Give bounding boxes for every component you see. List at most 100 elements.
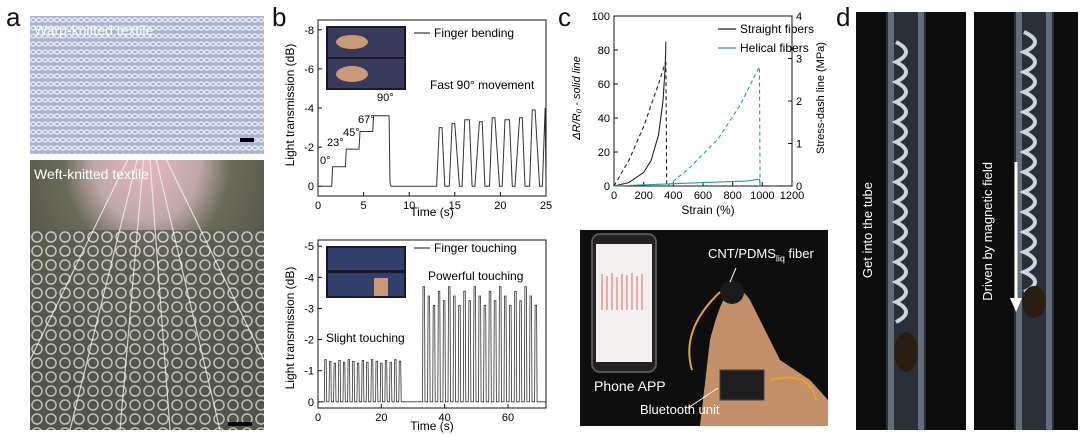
series-helical-fibers-stress bbox=[667, 66, 761, 187]
pointer-line bbox=[687, 387, 719, 409]
y-tick-label: 80 bbox=[598, 45, 610, 57]
x-tick-label: 400 bbox=[664, 190, 682, 202]
legend-finger-bending: Finger bending bbox=[434, 26, 514, 40]
y-axis-left-label: ΔR/R₀ - solid line bbox=[571, 56, 583, 141]
tube-left-scene bbox=[856, 12, 966, 430]
y-right-tick-label: 1 bbox=[796, 139, 802, 151]
annotation-0deg: 0° bbox=[320, 155, 331, 167]
touching-trace bbox=[318, 286, 546, 403]
y-axis-label: Light transmission (dB) bbox=[283, 44, 297, 167]
x-tick-label: 1000 bbox=[750, 190, 774, 202]
tube-photo-right: Driven by magnetic field bbox=[974, 12, 1078, 430]
fiber-label: CNT/PDMSliq fiber bbox=[708, 246, 814, 264]
series-helical-fibers bbox=[613, 178, 761, 187]
plot-frame bbox=[317, 239, 547, 409]
x-tick-label: 10 bbox=[403, 200, 415, 212]
arrow-down-icon bbox=[1010, 298, 1022, 312]
panel-letter-a: a bbox=[6, 2, 21, 32]
y-tick-label: -8 bbox=[304, 25, 314, 37]
panel-letter-d: d bbox=[836, 2, 851, 32]
x-tick-label: 60 bbox=[502, 412, 514, 424]
warp-knitted-label: Warp-knitted textile bbox=[34, 22, 154, 38]
y-tick-label: -2 bbox=[304, 335, 314, 347]
x-tick-label: 0 bbox=[315, 412, 321, 424]
x-tick-label: 200 bbox=[634, 190, 652, 202]
weft-knitted-photo: Weft-knitted textile bbox=[30, 160, 264, 430]
y-tick-label: 0 bbox=[604, 181, 610, 193]
y-tick-label: -4 bbox=[304, 103, 314, 115]
bluetooth-label: Bluetooth unit bbox=[640, 402, 720, 417]
fiber-wire bbox=[769, 376, 817, 401]
annotation-powerful: Powerful touching bbox=[428, 269, 523, 283]
x-tick-label: 25 bbox=[540, 200, 552, 212]
x-tick-label: 0 bbox=[611, 190, 617, 202]
warp-knitted-photo: Warp-knitted textile bbox=[30, 16, 264, 154]
weft-knitted-label: Weft-knitted textile bbox=[34, 166, 149, 182]
y-axis-label: Light transmission (dB) bbox=[283, 267, 297, 390]
annotation-67deg: 67° bbox=[358, 114, 375, 126]
phone-graph bbox=[601, 273, 643, 310]
series-straight-fibers bbox=[613, 41, 667, 187]
y-tick-label: 0 bbox=[308, 397, 314, 409]
finger-bending-chart: 0 5 10 15 20 25 0 -2 -4 -6 -8 Finger bending Fast … bbox=[283, 19, 552, 219]
x-axis-label: Time (s) bbox=[410, 205, 454, 219]
scale-bar bbox=[240, 138, 254, 142]
y-tick-label: -1 bbox=[304, 366, 314, 378]
x-tick-label: 20 bbox=[375, 412, 387, 424]
y-tick-label: -4 bbox=[304, 272, 314, 284]
legend-helical-fibers: Helical fibers bbox=[740, 41, 809, 55]
fiber-label-end: fiber bbox=[784, 246, 814, 261]
panel-letter-c: c bbox=[558, 2, 571, 32]
warp-knitted-texture bbox=[30, 16, 264, 154]
phone-screen bbox=[596, 244, 652, 362]
fiber-label-sub: liq bbox=[775, 253, 785, 264]
x-tick-label: 0 bbox=[315, 200, 321, 212]
tube-photo-left: Get into the tube bbox=[856, 12, 966, 430]
fiber-label-main: CNT/PDMS bbox=[708, 246, 776, 261]
touching-inset-bottom bbox=[328, 273, 404, 296]
annotation-45deg: 45° bbox=[343, 127, 360, 139]
touching-inset-top bbox=[328, 248, 404, 270]
x-axis-label: Strain (%) bbox=[681, 203, 734, 217]
tube-right-scene bbox=[974, 12, 1078, 430]
weft-knitted-texture bbox=[30, 160, 264, 430]
pointer-line bbox=[729, 267, 737, 283]
x-tick-label: 5 bbox=[361, 200, 367, 212]
y-tick-label: 20 bbox=[598, 147, 610, 159]
y-right-tick-label: 3 bbox=[796, 54, 802, 66]
y-tick-label: -2 bbox=[304, 142, 314, 154]
wearable-photo: Phone APP Bluetooth unit CNT/PDMSliq fib… bbox=[580, 230, 828, 426]
x-tick-label: 15 bbox=[449, 200, 461, 212]
y-tick-label: 40 bbox=[598, 113, 610, 125]
y-tick-label: -6 bbox=[304, 64, 314, 76]
right-caption: Driven by magnetic field bbox=[980, 162, 995, 301]
magnet-blob bbox=[894, 332, 918, 372]
fiber-ring bbox=[720, 280, 744, 304]
annotation-fast-movement: Fast 90° movement bbox=[430, 78, 535, 92]
finger-touching-chart: 0 20 40 60 0 -1 -2 -3 -4 -5 Finger touching Power… bbox=[283, 239, 547, 433]
annotation-90deg: 90° bbox=[377, 92, 394, 104]
y-right-tick-label: 0 bbox=[796, 181, 802, 193]
phone-app-label: Phone APP bbox=[594, 378, 666, 394]
x-tick-label: 1200 bbox=[780, 190, 804, 202]
finger-shape bbox=[336, 66, 368, 82]
magnet-blob bbox=[1022, 286, 1046, 318]
x-tick-label: 800 bbox=[723, 190, 741, 202]
series-straight-fibers-stress bbox=[613, 62, 668, 187]
wearable-scene bbox=[580, 230, 828, 426]
left-caption: Get into the tube bbox=[860, 182, 875, 279]
annotation-23deg: 23° bbox=[327, 137, 344, 149]
fiber-wire bbox=[688, 291, 721, 371]
finger-shape bbox=[374, 278, 388, 296]
y-tick-label: 0 bbox=[308, 181, 314, 193]
helical-fiber bbox=[891, 40, 908, 324]
legend-finger-touching: Finger touching bbox=[434, 241, 517, 255]
y-right-tick-label: 4 bbox=[796, 11, 802, 23]
annotation-slight: Slight touching bbox=[326, 331, 405, 345]
panel-letter-b: b bbox=[272, 2, 287, 32]
finger-shape bbox=[336, 35, 368, 49]
x-tick-label: 20 bbox=[494, 200, 506, 212]
y-tick-label: 60 bbox=[598, 79, 610, 91]
legend-straight-fibers: Straight fibers bbox=[740, 22, 814, 36]
